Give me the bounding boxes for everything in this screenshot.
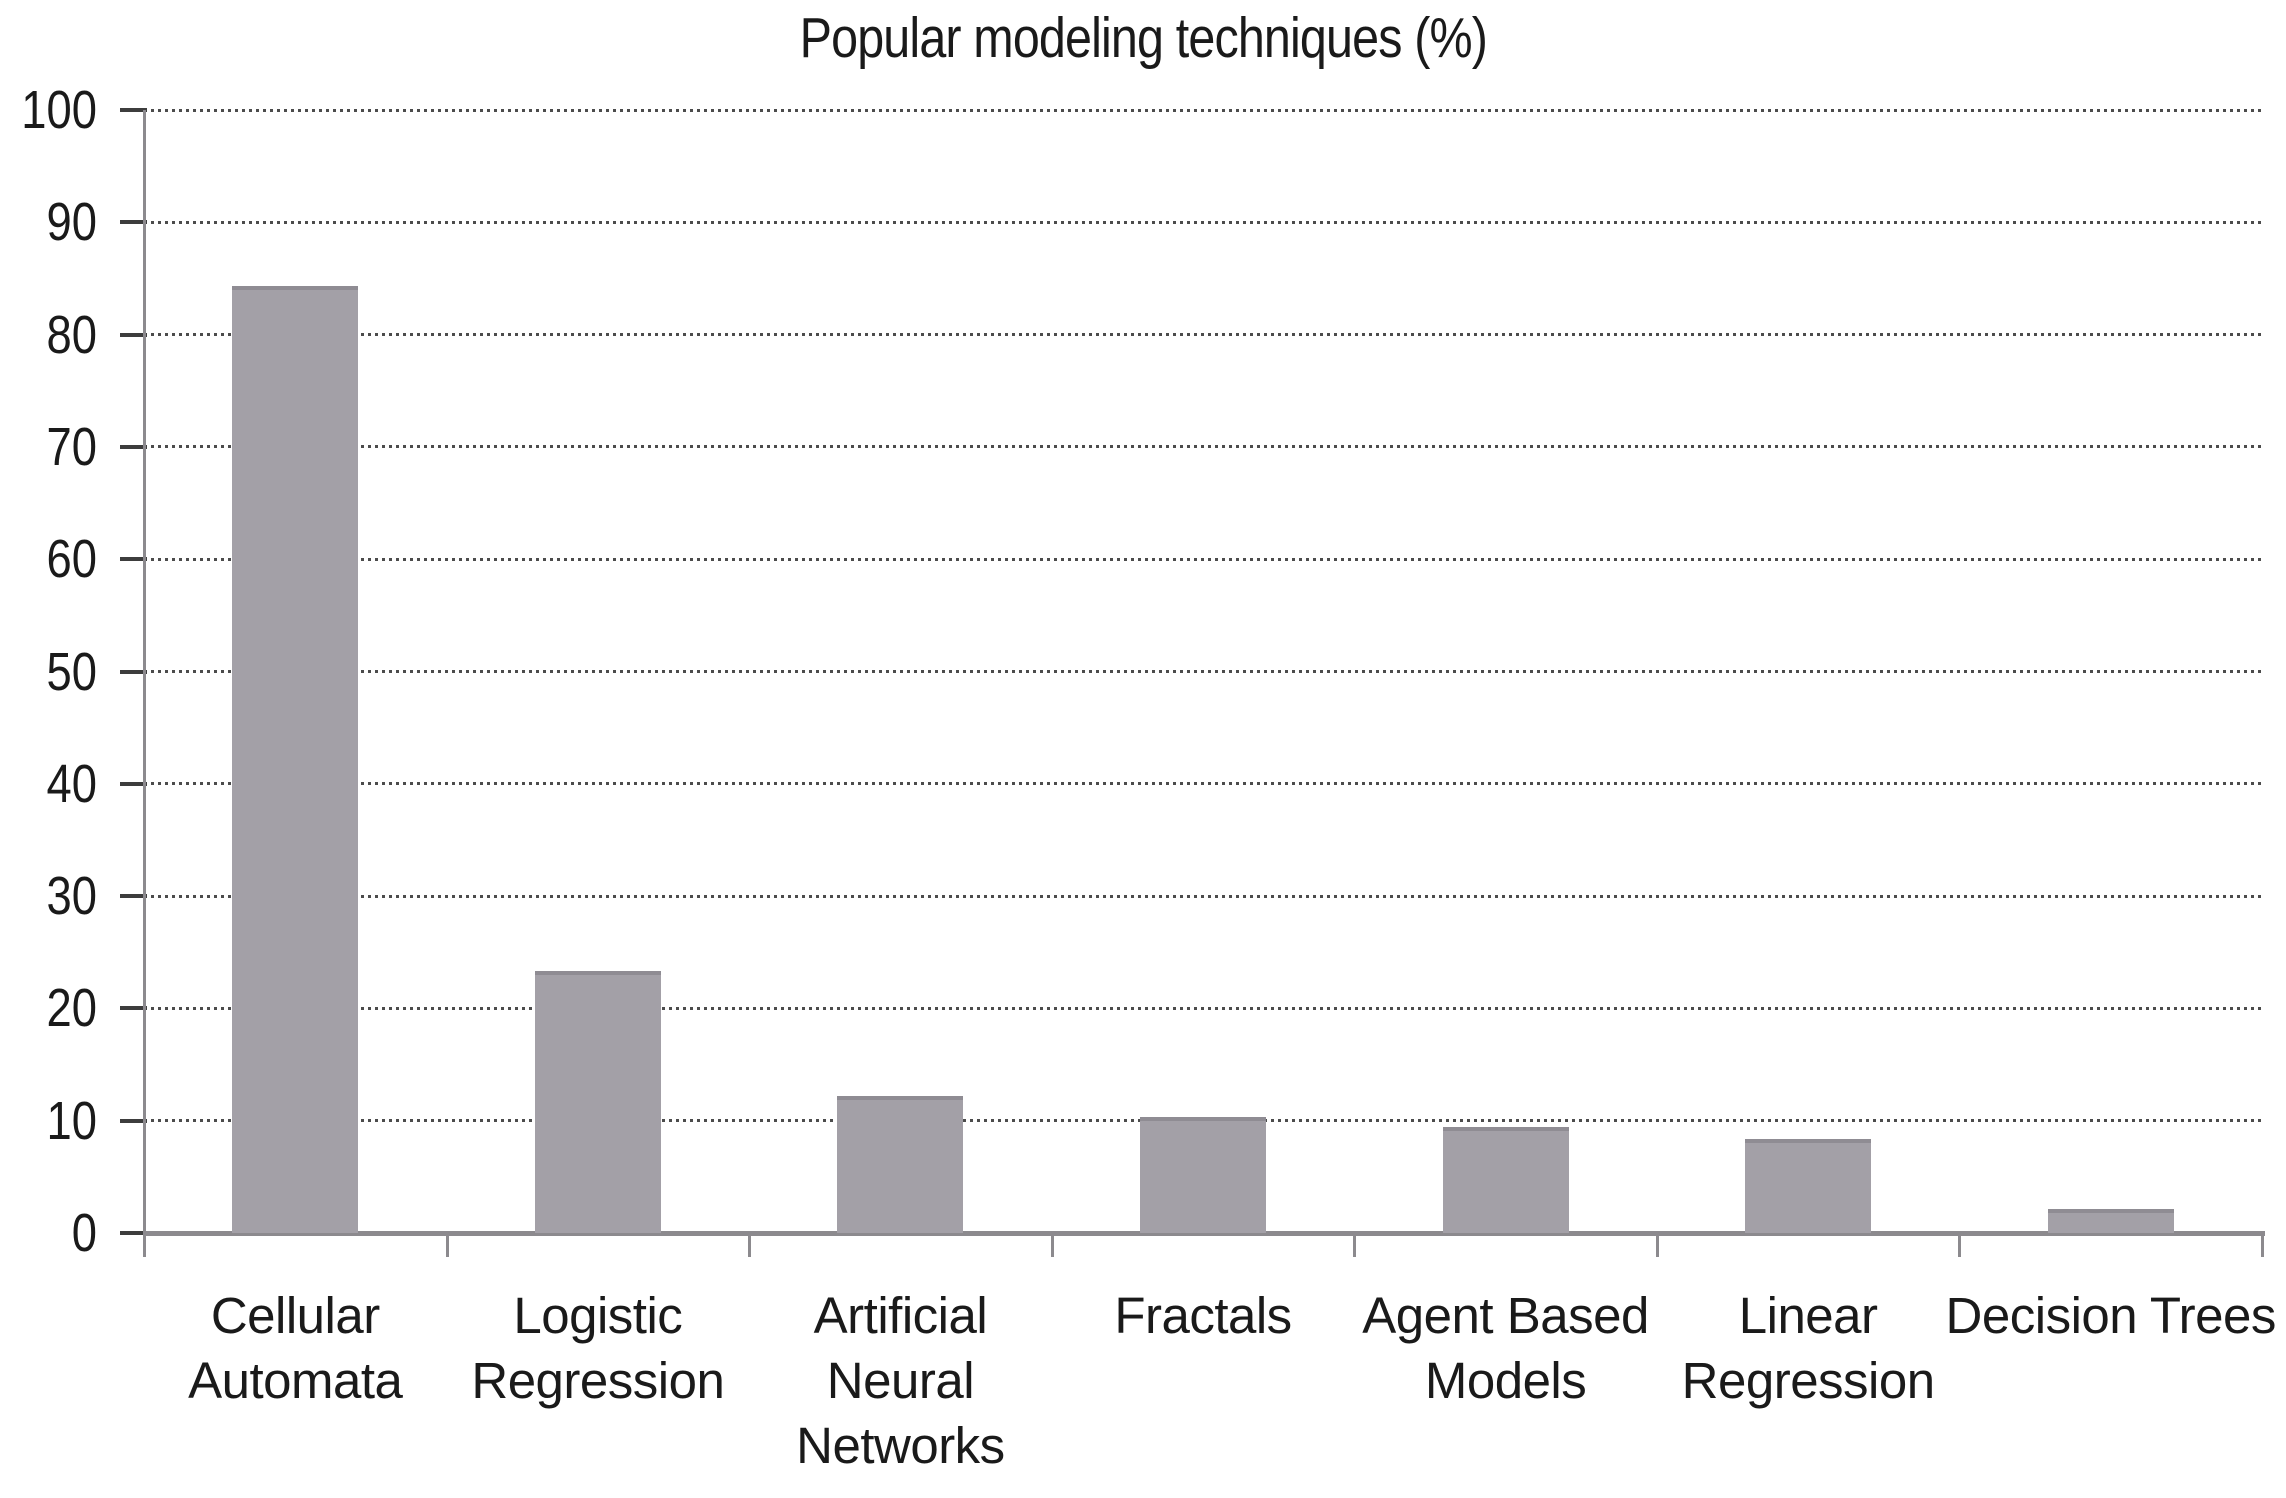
x-axis-category-label-line: Regression (1681, 1352, 1935, 1409)
bar-artificial-neural-networks (837, 1095, 964, 1233)
x-axis-tick (2261, 1235, 2264, 1257)
x-axis-category-label-line: Cellular (210, 1287, 380, 1344)
y-axis-tick (120, 781, 147, 786)
y-axis-tick-label: 70 (46, 416, 97, 477)
chart-title: Popular modeling techniques (%) (0, 2, 2286, 74)
x-axis-category-label: Agent Based Models (1326, 1283, 1686, 1413)
y-axis-tick-label: 50 (46, 641, 97, 702)
x-axis-tick (1958, 1235, 1962, 1257)
x-axis-line (143, 1231, 2265, 1236)
x-axis-category-label-line: Automata (188, 1352, 403, 1409)
x-axis-category-label: Linear Regression (1628, 1283, 1988, 1413)
y-axis-tick-label: 20 (46, 978, 97, 1039)
y-axis-tick (120, 894, 147, 899)
gridline (144, 220, 2262, 224)
x-axis-category-label: Decision Trees (1931, 1283, 2286, 1348)
y-axis-tick (120, 669, 147, 674)
x-axis-category-label-line: Fractals (1114, 1287, 1292, 1344)
bar-fractals (1140, 1117, 1266, 1233)
gridline (144, 1006, 2262, 1010)
x-axis-tick (1655, 1235, 1659, 1257)
y-axis-tick-label: 80 (46, 304, 97, 365)
x-axis-category-label: Artificial Neural Networks (720, 1283, 1080, 1478)
x-axis-category-label-line: Artificial (813, 1287, 988, 1344)
x-axis-category-label-line: Networks (796, 1417, 1005, 1474)
x-axis-tick (143, 1235, 146, 1257)
x-axis-category-label: Logistic Regression (418, 1283, 778, 1413)
x-axis-tick (445, 1235, 449, 1257)
x-axis-category-label-line: Agent Based (1362, 1287, 1649, 1344)
x-axis-category-label-line: Regression (471, 1352, 725, 1409)
y-axis-tick-label: 60 (46, 529, 97, 590)
y-axis-tick-label: 40 (46, 753, 97, 814)
gridline (144, 108, 2262, 112)
gridline (144, 557, 2262, 561)
gridline (144, 333, 2262, 337)
chart-title-text: Popular modeling techniques (%) (799, 6, 1487, 70)
y-axis-tick (120, 557, 147, 562)
bar-logistic-regression (534, 971, 661, 1233)
x-axis-category-label-line: Models (1424, 1352, 1587, 1409)
x-axis-category-label-line: Neural (826, 1352, 975, 1409)
y-axis-tick (120, 1006, 147, 1011)
gridline (144, 670, 2262, 673)
x-axis-category-label: Fractals (1023, 1283, 1383, 1348)
bar-decision-trees (2047, 1209, 2174, 1233)
bar-linear-regression (1745, 1138, 1872, 1233)
y-axis-tick (120, 220, 147, 225)
y-axis-tick (120, 1118, 147, 1123)
y-axis-line (143, 110, 146, 1257)
x-axis-category-label-line: Decision Trees (1945, 1287, 2277, 1344)
bar-cellular-automata (232, 286, 359, 1233)
x-axis-tick (748, 1235, 752, 1257)
y-axis-tick-label: 90 (46, 192, 97, 253)
y-axis-tick (120, 108, 147, 112)
y-axis-tick-label: 0 (71, 1203, 97, 1263)
gridline (144, 445, 2262, 449)
y-axis-tick (120, 444, 147, 449)
gridline (144, 894, 2262, 898)
x-axis-tick (1353, 1235, 1357, 1257)
gridline (144, 782, 2262, 786)
bar-agent-based-models (1442, 1127, 1569, 1233)
x-axis-category-label: Cellular Automata (115, 1283, 475, 1413)
y-axis-tick-label: 30 (46, 866, 97, 927)
y-axis-tick (120, 1231, 147, 1235)
y-axis-tick (120, 332, 147, 337)
y-axis-tick-label: 10 (46, 1090, 97, 1151)
y-axis-tick-label: 100 (21, 80, 97, 140)
x-axis-tick (1050, 1235, 1054, 1257)
x-axis-category-label-line: Logistic (513, 1287, 683, 1344)
x-axis-category-label-line: Linear (1738, 1287, 1878, 1344)
